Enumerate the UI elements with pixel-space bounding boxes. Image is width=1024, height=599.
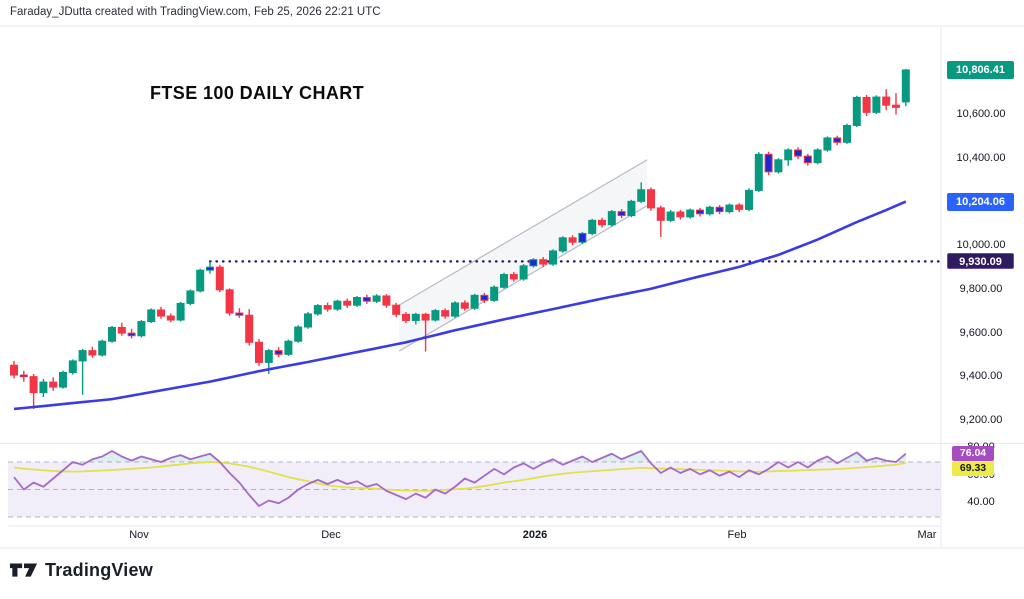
rsi-axis-label: 40.00 (967, 496, 995, 509)
rsi-ma-value-badge: 69.33 (952, 461, 994, 476)
time-axis-label: Feb (727, 529, 747, 541)
tradingview-logo-text: TradingView (45, 560, 153, 580)
price-axis-label: 9,600.00 (959, 326, 1003, 339)
price-axis-label: 9,400.00 (959, 370, 1003, 383)
chart-attribution: Faraday_JDutta created with TradingView.… (10, 6, 381, 18)
price-axis-label: 9,200.00 (959, 414, 1003, 426)
price-axis-label: 10,400.00 (956, 151, 1006, 164)
time-axis-label: 2026 (522, 529, 548, 541)
ma-price-badge: 10,204.06 (947, 193, 1014, 211)
time-axis-label: Mar (917, 529, 937, 541)
chart-title: FTSE 100 DAILY CHART (150, 83, 365, 103)
price-axis-label: 10,000.00 (956, 239, 1006, 252)
tradingview-logo-icon (10, 563, 38, 577)
time-axis[interactable] (0, 526, 1024, 548)
price-axis-label: 10,600.00 (956, 108, 1006, 120)
price-axis-label: 9,800.00 (959, 282, 1003, 295)
rsi-value-badge: 76.04 (952, 446, 994, 461)
tradingview-logo[interactable]: TradingView (10, 560, 153, 581)
time-axis-label: Nov (129, 529, 149, 541)
level-price-badge: 9,930.09 (947, 253, 1014, 269)
time-axis-label: Dec (321, 529, 341, 541)
last-price-badge: 10,806.41 (947, 61, 1014, 79)
